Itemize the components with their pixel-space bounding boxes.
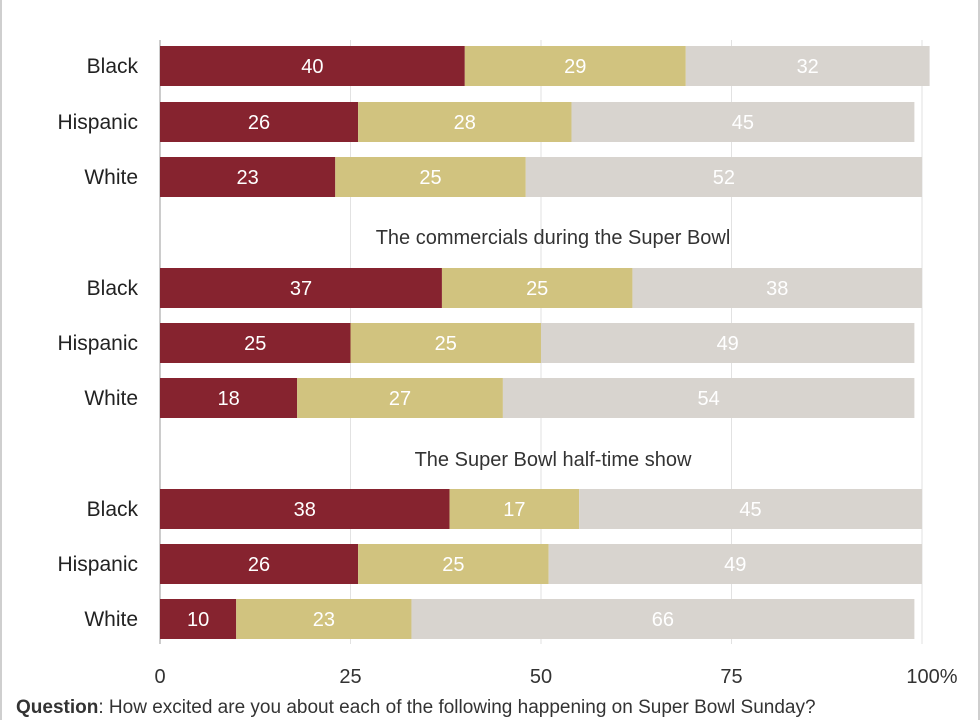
- data-label-1-1-2: 49: [717, 333, 739, 355]
- data-label-0-2-1: 25: [419, 167, 441, 189]
- bar-segment-1-1-1: [350, 323, 541, 363]
- data-label-1-1-1: 25: [435, 333, 457, 355]
- data-label-2-0-2: 45: [739, 499, 761, 521]
- row-label-1-0: Black: [87, 277, 139, 300]
- bar-segment-1-2-1: [297, 378, 503, 418]
- group-title-1: The commercials during the Super Bowl: [376, 227, 731, 249]
- data-label-1-0-0: 37: [290, 278, 312, 300]
- data-label-1-0-1: 25: [526, 278, 548, 300]
- data-label-2-0-0: 38: [294, 499, 316, 521]
- bar-segment-2-0-2: [579, 489, 922, 529]
- data-label-1-2-1: 27: [389, 388, 411, 410]
- data-label-0-2-2: 52: [713, 167, 735, 189]
- bar-segment-0-2-0: [160, 157, 336, 197]
- data-label-1-2-2: 54: [698, 388, 720, 410]
- x-tick-label-2: 50: [530, 666, 552, 688]
- bar-segment-2-2-0: [160, 599, 237, 639]
- data-label-2-1-1: 25: [442, 554, 464, 576]
- bar-segment-2-1-2: [548, 544, 922, 584]
- footnote-label: Question: [16, 697, 99, 718]
- stacked-bar-chart: Black 40 29 32 Hispanic 26 28 45 White 23 25 52 The …: [57, 40, 958, 688]
- bar-segment-0-2-1: [335, 157, 526, 197]
- row-label-1-1: Hispanic: [57, 332, 138, 355]
- question-footnote: Question: How excited are you about each…: [16, 696, 976, 720]
- bar-segment-0-1-0: [160, 102, 359, 142]
- data-label-1-1-0: 25: [244, 333, 266, 355]
- x-tick-label-3: 75: [720, 666, 742, 688]
- x-tick-label-0: 0: [154, 666, 165, 688]
- data-label-2-1-0: 26: [248, 554, 270, 576]
- row-label-0-1: Hispanic: [57, 111, 138, 134]
- row-label-1-2: White: [84, 387, 138, 410]
- bar-segment-1-2-0: [160, 378, 298, 418]
- x-tick-label-4: 100%: [906, 666, 957, 688]
- bar-segment-0-2-2: [525, 157, 922, 197]
- bar-segment-0-0-2: [685, 46, 930, 86]
- data-label-0-2-0: 23: [237, 167, 259, 189]
- bar-segment-1-0-1: [441, 268, 633, 308]
- data-label-0-1-0: 26: [248, 112, 270, 134]
- data-label-0-0-1: 29: [564, 56, 586, 78]
- data-label-2-0-1: 17: [503, 499, 525, 521]
- row-label-0-0: Black: [87, 55, 139, 78]
- bar-segment-2-1-1: [358, 544, 549, 584]
- bar-segment-2-2-1: [236, 599, 412, 639]
- data-label-0-1-1: 28: [454, 112, 476, 134]
- bar-segment-2-0-1: [449, 489, 580, 529]
- data-label-2-2-0: 10: [187, 609, 209, 631]
- bar-segment-2-1-0: [160, 544, 359, 584]
- data-label-0-0-0: 40: [301, 56, 323, 78]
- data-label-0-1-2: 45: [732, 112, 754, 134]
- data-label-1-2-0: 18: [217, 388, 239, 410]
- x-tick-label-1: 25: [339, 666, 361, 688]
- group-title-2: The Super Bowl half-time show: [415, 449, 692, 471]
- bar-segment-2-2-2: [411, 599, 915, 639]
- bar-segment-0-0-0: [160, 46, 465, 86]
- row-label-0-2: White: [84, 166, 138, 189]
- bar-segment-1-0-0: [160, 268, 442, 308]
- row-label-2-0: Black: [87, 498, 139, 521]
- data-label-2-2-1: 23: [313, 609, 335, 631]
- bar-segment-1-2-2: [502, 378, 915, 418]
- data-label-1-0-2: 38: [766, 278, 788, 300]
- data-label-0-0-2: 32: [797, 56, 819, 78]
- data-label-2-1-2: 49: [724, 554, 746, 576]
- row-label-2-1: Hispanic: [57, 553, 138, 576]
- data-label-2-2-2: 66: [652, 609, 674, 631]
- row-label-2-2: White: [84, 608, 138, 631]
- bar-segment-2-0-0: [160, 489, 450, 529]
- bar-segment-0-1-1: [358, 102, 572, 142]
- bar-segment-1-0-2: [632, 268, 922, 308]
- bar-segment-1-1-2: [541, 323, 915, 363]
- bar-segment-1-1-0: [160, 323, 351, 363]
- footnote-text: : How excited are you about each of the …: [98, 697, 816, 718]
- bar-segment-0-1-2: [571, 102, 915, 142]
- bar-segment-0-0-1: [464, 46, 686, 86]
